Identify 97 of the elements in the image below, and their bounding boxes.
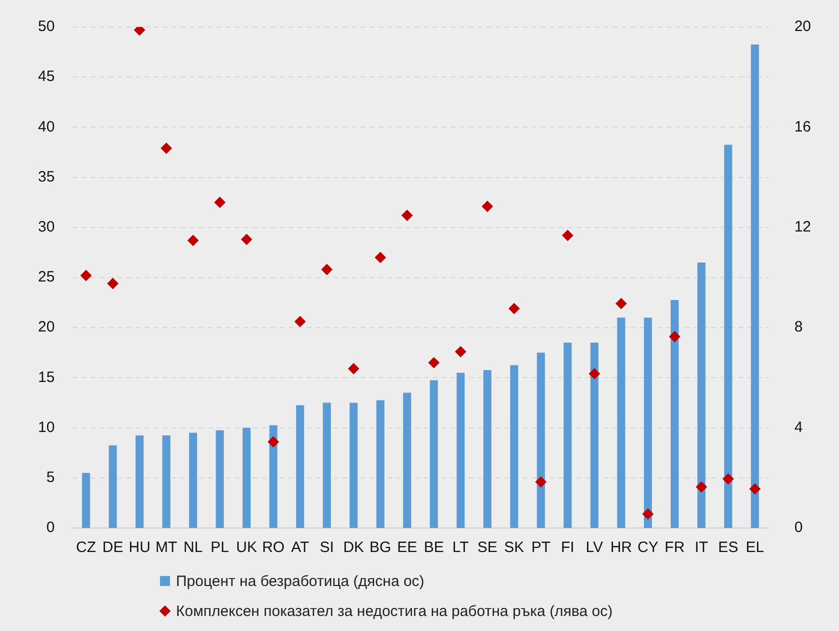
point: [348, 363, 360, 374]
point: [134, 27, 146, 36]
bar: [376, 400, 384, 528]
point: [588, 368, 600, 380]
y-tick-label: 45: [38, 68, 55, 86]
y-tick-label: 40: [38, 118, 55, 136]
y-tick-label: 50: [38, 18, 55, 36]
point: [642, 508, 654, 520]
bar: [430, 380, 438, 528]
point: [241, 234, 252, 245]
x-tick-label: IT: [694, 539, 708, 556]
y2-tick-label: 12: [794, 218, 812, 236]
bar: [162, 435, 170, 528]
bar: [296, 405, 304, 528]
bar: [590, 342, 598, 528]
bar: [242, 428, 251, 528]
bar: [216, 430, 224, 528]
bar: [697, 262, 706, 528]
x-tick-label: MT: [155, 539, 178, 556]
bar: [644, 318, 652, 528]
point: [294, 316, 306, 328]
x-tick-label: HR: [610, 539, 632, 556]
x-tick-label: SE: [477, 539, 498, 556]
bar: [750, 44, 759, 528]
x-tick-label: EE: [397, 539, 418, 556]
bar: [564, 342, 572, 528]
x-tick-label: BG: [370, 539, 392, 556]
x-tick-label: RO: [262, 539, 285, 556]
point: [188, 234, 199, 246]
y-tick-label: 20: [38, 318, 55, 336]
y-tick-label: 5: [46, 469, 55, 486]
y-tick-label: 35: [38, 168, 55, 186]
y-tick-label: 0: [46, 519, 55, 536]
x-tick-label: SK: [504, 539, 524, 556]
point: [321, 264, 332, 275]
point: [696, 481, 707, 492]
x-tick-label: EL: [746, 539, 764, 556]
point: [268, 436, 279, 448]
y-tick-label: 10: [38, 418, 55, 436]
y-tick-label: 15: [38, 368, 55, 386]
point: [722, 473, 734, 484]
x-tick-label: CY: [637, 539, 658, 556]
y2-tick-label: 16: [794, 118, 812, 136]
bar: [483, 370, 492, 528]
y2-tick-label: 20: [794, 18, 812, 36]
x-tick-label: DE: [102, 539, 124, 556]
bar: [82, 472, 90, 528]
point: [508, 303, 520, 314]
bar: [108, 445, 117, 528]
point: [669, 331, 680, 342]
y2-tick-label: 8: [794, 318, 803, 336]
point: [562, 230, 574, 241]
bar: [536, 352, 545, 528]
point: [107, 278, 118, 290]
bar: [724, 144, 732, 528]
bar: [670, 300, 679, 528]
point: [455, 346, 466, 358]
y2-tick-label: 0: [794, 519, 803, 536]
x-tick-label: HU: [128, 539, 150, 556]
bar: [269, 425, 278, 528]
point: [428, 357, 440, 368]
point: [402, 210, 413, 221]
point: [535, 476, 546, 488]
x-tick-label: ES: [718, 539, 738, 556]
x-tick-label: PT: [531, 539, 550, 556]
y2-tick-label: 4: [794, 418, 803, 436]
bar: [322, 402, 331, 528]
point: [616, 298, 627, 310]
x-tick-label: UK: [236, 539, 258, 556]
bar: [350, 402, 358, 528]
point: [80, 270, 92, 281]
bar: [403, 392, 412, 528]
x-tick-label: SI: [320, 539, 334, 556]
legend-label: Комплексен показател за недостига на работна ръка (лява ос): [176, 602, 613, 620]
legend-label: Процент на безработица (дясна ос): [176, 572, 424, 590]
bar: [510, 365, 518, 528]
x-tick-label: CZ: [76, 539, 96, 556]
bar: [189, 432, 198, 528]
y-tick-label: 25: [38, 268, 55, 286]
x-tick-label: DK: [343, 539, 364, 556]
point: [482, 200, 493, 212]
bar: [136, 435, 144, 528]
point: [214, 196, 226, 208]
point: [374, 252, 386, 263]
bar: [456, 372, 465, 528]
x-tick-label: PL: [210, 539, 230, 556]
x-tick-label: FR: [664, 539, 685, 556]
y-tick-label: 30: [38, 218, 55, 236]
point: [160, 142, 172, 154]
x-tick-label: BE: [424, 539, 444, 556]
x-tick-label: LV: [586, 539, 604, 556]
bar: [617, 318, 626, 528]
x-tick-label: LT: [452, 539, 469, 556]
point: [749, 483, 760, 494]
x-tick-label: AT: [291, 539, 310, 556]
x-tick-label: NL: [183, 539, 203, 556]
x-tick-label: FI: [560, 539, 574, 556]
